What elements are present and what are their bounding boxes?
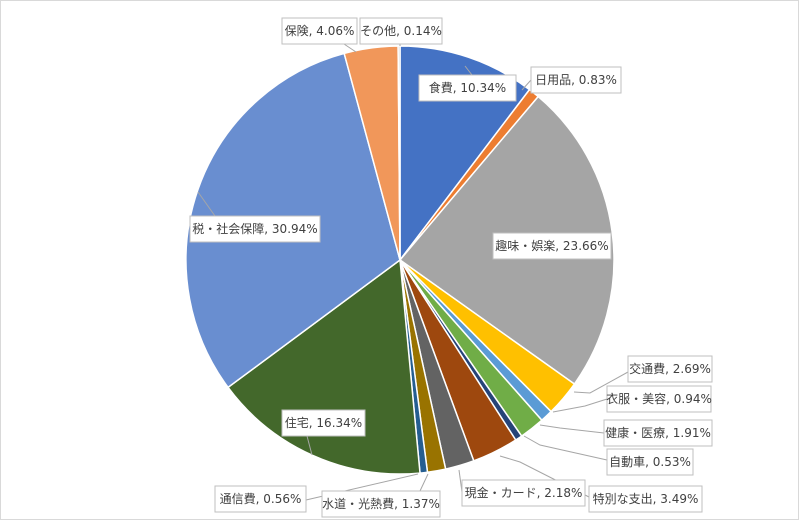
data-label-box-9 [461,479,586,507]
data-label-box-14 [281,17,358,45]
leader-line-2 [521,79,532,91]
data-label-5: 衣服・美容, 0.94% [606,391,712,406]
leader-line-13 [197,191,216,217]
leader-line-10 [419,473,429,492]
data-label-box-7 [606,448,694,476]
leader-line-12 [306,435,313,456]
data-label-1: 食費, 10.34% [429,80,506,95]
data-label-box-5 [606,385,712,413]
data-label-12: 住宅, 16.34% [285,415,362,430]
data-label-box-12 [281,409,366,437]
data-label-box-13 [189,215,321,243]
leader-line-14 [343,43,357,53]
pie-slices [185,45,615,475]
pie-slice-12 [226,258,421,475]
data-label-3: 趣味・娯楽, 23.66% [495,238,608,253]
data-label-7: 自動車, 0.53% [609,455,691,469]
leader-line-6 [539,424,605,434]
data-label-15: その他, 0.14% [360,24,442,38]
data-label-10: 水道・光熱費, 1.37% [322,496,440,511]
data-label-box-1 [418,74,517,102]
data-label-box-3 [492,232,612,260]
data-label-14: 保険, 4.06% [285,24,355,38]
data-label-box-8 [588,485,703,513]
data-label-box-6 [603,419,713,447]
leader-line-5 [552,398,608,413]
data-label-box-4 [627,355,713,383]
data-label-2: 日用品, 0.83% [535,73,617,87]
data-labels: 食費, 10.34% 日用品, 0.83% 趣味・娯楽, 23.66% 交通費, 2.… [189,17,713,518]
data-label-box-2 [530,66,622,94]
data-label-9: 現金・カード, 2.18% [465,485,583,500]
data-label-8: 特別な支出, 3.49% [593,491,699,506]
data-label-6: 健康・医療, 1.91% [605,425,711,440]
data-label-box-11 [214,485,307,513]
leader-line-7 [523,435,608,461]
data-label-13: 税・社会保障, 30.94% [192,221,317,236]
data-label-4: 交通費, 2.69% [629,361,711,376]
data-label-box-10 [321,490,441,518]
data-label-11: 通信費, 0.56% [220,491,302,506]
leader-line-4 [573,371,629,394]
leader-line-1 [464,65,473,76]
data-label-box-15 [359,17,443,45]
